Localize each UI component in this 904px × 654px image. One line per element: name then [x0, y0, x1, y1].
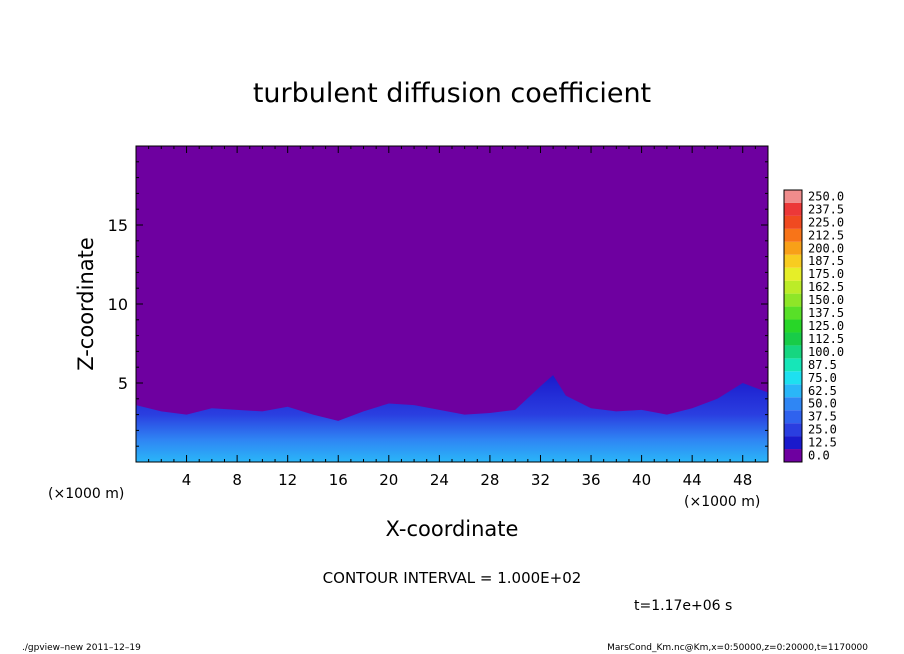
plot-area: [135, 145, 769, 463]
colorbar-level-label: 250.0: [808, 189, 844, 203]
colorbar-level-label: 137.5: [808, 306, 844, 320]
colorbar-swatch: [784, 384, 802, 398]
colorbar-swatch: [784, 345, 802, 359]
colorbar-level-label: 100.0: [808, 345, 844, 359]
x-tick-label: 40: [632, 471, 651, 489]
x-tick-label: 48: [733, 471, 752, 489]
colorbar-level-label: 87.5: [808, 358, 837, 372]
plot-background: [136, 146, 768, 462]
colorbar-level-label: 225.0: [808, 215, 844, 229]
colorbar: 0.012.525.037.550.062.575.087.5100.0112.…: [783, 189, 844, 463]
colorbar-level-label: 12.5: [808, 436, 837, 450]
x-axis: 4 8 12 16 20 24 28 32 36 40 44 48: [148, 146, 756, 489]
colorbar-level-label: 237.5: [808, 202, 844, 216]
x-tick-label: 28: [480, 471, 499, 489]
colorbar-level-label: 25.0: [808, 423, 837, 437]
colorbar-swatch: [784, 215, 802, 229]
colorbar-level-label: 0.0: [808, 449, 830, 463]
colorbar-level-label: 50.0: [808, 397, 837, 411]
colorbar-swatch: [784, 423, 802, 437]
colorbar-swatch: [784, 202, 802, 216]
footer-left: ./gpview–new 2011–12–19: [22, 643, 141, 653]
y-tick-label: 15: [108, 216, 128, 235]
colorbar-level-label: 62.5: [808, 384, 837, 398]
colorbar-level-label: 175.0: [808, 267, 844, 281]
y-axis: 5 10 15: [108, 161, 768, 447]
x-tick-label: 32: [531, 471, 550, 489]
x-axis-label: X-coordinate: [386, 517, 519, 541]
colorbar-swatch: [784, 280, 802, 294]
x-tick-label: 16: [329, 471, 348, 489]
chart-title: turbulent diffusion coefficient: [253, 78, 651, 109]
y-tick-label: 5: [118, 374, 128, 393]
colorbar-level-label: 75.0: [808, 371, 837, 385]
colorbar-swatch: [784, 319, 802, 333]
colorbar-level-label: 125.0: [808, 319, 844, 333]
colorbar-swatch: [784, 358, 802, 372]
y-axis-label: Z-coordinate: [74, 237, 98, 371]
y-unit-label: (×1000 m): [48, 486, 124, 502]
x-unit-label: (×1000 m): [684, 494, 760, 510]
contour-interval-text: CONTOUR INTERVAL = 1.000E+02: [323, 569, 582, 587]
x-tick-label: 4: [182, 471, 192, 489]
turbulent-layer-region: [136, 375, 768, 462]
x-tick-label: 36: [581, 471, 600, 489]
colorbar-level-label: 112.5: [808, 332, 844, 346]
colorbar-swatch: [784, 306, 802, 320]
y-tick-label: 10: [108, 295, 128, 314]
colorbar-swatch: [784, 371, 802, 385]
x-tick-label: 20: [379, 471, 398, 489]
colorbar-swatch: [784, 190, 802, 203]
x-tick-label: 12: [278, 471, 297, 489]
x-tick-label: 44: [683, 471, 702, 489]
footer-right: MarsCond_Km.nc@Km,x=0:50000,z=0:20000,t=…: [607, 643, 868, 653]
colorbar-swatch: [784, 397, 802, 411]
x-tick-label: 8: [232, 471, 242, 489]
colorbar-level-label: 150.0: [808, 293, 844, 307]
colorbar-swatch: [784, 332, 802, 346]
colorbar-level-label: 37.5: [808, 410, 837, 424]
colorbar-swatch: [784, 410, 802, 424]
colorbar-frame: [783, 189, 803, 463]
colorbar-swatch: [784, 449, 802, 462]
colorbar-level-label: 162.5: [808, 280, 844, 294]
colorbar-swatch: [784, 267, 802, 281]
colorbar-level-label: 212.5: [808, 228, 844, 242]
colorbar-swatch: [784, 228, 802, 242]
colorbar-swatch: [784, 241, 802, 255]
colorbar-swatch: [784, 436, 802, 450]
colorbar-level-label: 200.0: [808, 241, 844, 255]
time-label: t=1.17e+06 s: [634, 598, 732, 614]
x-tick-label: 24: [430, 471, 449, 489]
colorbar-level-label: 187.5: [808, 254, 844, 268]
colorbar-swatch: [784, 254, 802, 268]
colorbar-swatch: [784, 293, 802, 307]
